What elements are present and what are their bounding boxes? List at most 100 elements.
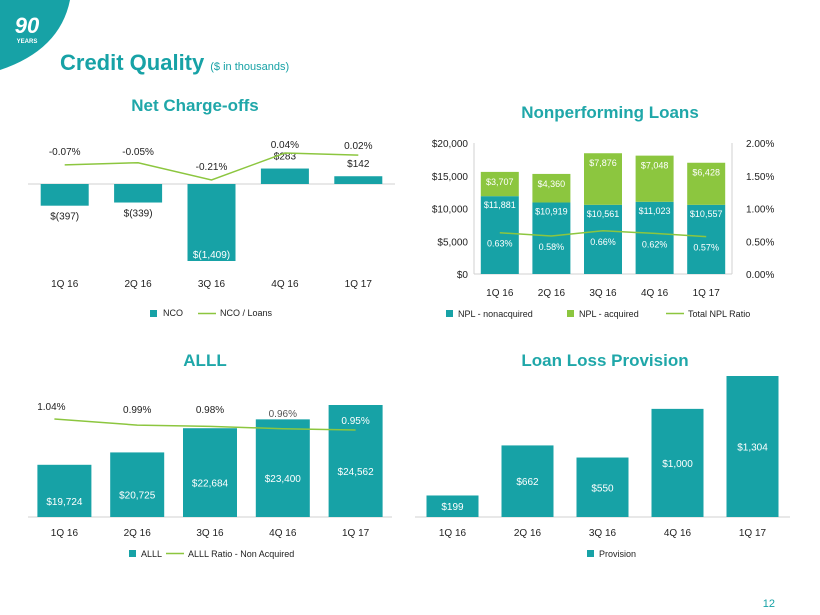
nco-bar (114, 184, 163, 203)
npl-acquired-label: $7,876 (589, 158, 617, 168)
nco-legend-nco-label: NCO (163, 308, 183, 318)
npl-x-tick: 3Q 16 (589, 288, 617, 299)
nco-bar (187, 184, 236, 261)
nco-x-tick: 1Q 16 (51, 279, 79, 290)
alll-legend-ratio-label: ALLL Ratio - Non Acquired (188, 549, 294, 559)
nco-bar (260, 168, 309, 184)
llp-bar-label: $199 (441, 502, 464, 513)
llp-bar (426, 495, 479, 517)
npl-y-tick: $15,000 (432, 172, 469, 183)
npl-bar-nonacquired (532, 202, 571, 274)
page-title-text: Credit Quality (60, 50, 205, 75)
npl-y2-tick: 0.50% (746, 237, 774, 248)
npl-legend-ratio-label: Total NPL Ratio (688, 309, 750, 319)
npl-y-tick: $5,000 (437, 237, 468, 248)
npl-x-tick: 2Q 16 (538, 288, 566, 299)
nco-x-tick: 4Q 16 (271, 279, 299, 290)
npl-bar-nonacquired (480, 196, 519, 274)
nco-bar (40, 184, 89, 206)
npl-y2-tick: 0.00% (746, 270, 774, 281)
anniversary-logo: 90 YEARS (0, 0, 70, 70)
page-subtitle: ($ in thousands) (210, 61, 290, 73)
alll-x-tick: 1Q 17 (342, 528, 370, 539)
alll-x-tick: 4Q 16 (269, 528, 297, 539)
nco-x-tick: 2Q 16 (124, 279, 152, 290)
page-title: Credit Quality ($ in thousands) (60, 50, 289, 76)
npl-y2-tick: 1.50% (746, 172, 774, 183)
alll-bar (110, 452, 165, 517)
nco-chart-title: Net Charge-offs (131, 96, 259, 115)
npl-legend-acquired-swatch (567, 310, 574, 317)
alll-x-tick: 3Q 16 (196, 528, 224, 539)
npl-y-tick: $10,000 (432, 205, 469, 216)
npl-acquired-label: $4,360 (538, 179, 566, 189)
nco-bar-label: $(397) (50, 212, 79, 223)
npl-bar-acquired (687, 162, 726, 205)
llp-chart-title: Loan Loss Provision (521, 351, 689, 370)
npl-legend-nonacquired-swatch (446, 310, 453, 317)
npl-acquired-label: $6,428 (692, 168, 720, 178)
llp-legend-swatch (587, 550, 594, 557)
logo-word: YEARS (17, 39, 38, 45)
llp-bar (726, 376, 779, 517)
llp-bar (651, 408, 704, 517)
npl-ratio-label: 0.66% (590, 237, 616, 247)
npl-ratio-label: 0.62% (642, 239, 668, 249)
npl-acquired-label: $3,707 (486, 177, 514, 187)
alll-ratio-label: 0.98% (196, 405, 224, 416)
llp-x-tick: 3Q 16 (589, 528, 617, 539)
npl-y2-tick: 1.00% (746, 205, 774, 216)
nco-x-tick: 1Q 17 (345, 279, 373, 290)
nco-ratio-label: 0.02% (344, 141, 372, 152)
npl-bar-acquired (635, 155, 674, 202)
npl-y-tick: $20,000 (432, 139, 469, 150)
nco-legend-ratio-label: NCO / Loans (220, 308, 273, 318)
nco-bar-label: $142 (347, 159, 370, 170)
llp-bar (576, 457, 629, 517)
npl-bar-nonacquired (584, 204, 622, 274)
llp-x-tick: 2Q 16 (514, 528, 542, 539)
npl-ratio-label: 0.58% (539, 242, 565, 252)
nco-ratio-label: 0.04% (271, 140, 299, 151)
alll-bar-label: $22,684 (192, 479, 229, 490)
page-number: 12 (762, 598, 775, 610)
npl-x-tick: 1Q 17 (693, 288, 721, 299)
alll-chart-title: ALLL (183, 351, 227, 370)
nco-ratio-label: -0.07% (49, 147, 81, 158)
alll-bar-label: $23,400 (265, 474, 302, 485)
logo-number: 90 (15, 13, 40, 38)
llp-x-tick: 1Q 16 (439, 528, 467, 539)
npl-y2-tick: 2.00% (746, 139, 774, 150)
alll-ratio-label: 0.95% (341, 416, 369, 427)
npl-ratio-label: 0.63% (487, 239, 513, 249)
npl-bar-nonacquired (635, 201, 674, 274)
npl-ratio-line (499, 230, 707, 238)
alll-ratio-line (54, 418, 356, 431)
nco-bar-label: $283 (274, 152, 297, 163)
llp-bar-label: $1,304 (737, 443, 768, 454)
nco-bar-label: $(1,409) (193, 250, 230, 261)
alll-bar (37, 464, 92, 517)
alll-x-tick: 2Q 16 (124, 528, 152, 539)
alll-ratio-label: 1.04% (37, 402, 65, 413)
npl-bar-acquired (584, 153, 622, 205)
nco-ratio-line (64, 152, 359, 181)
alll-legend-swatch (129, 550, 136, 557)
llp-bar-label: $550 (591, 483, 614, 494)
nco-ratio-label: -0.05% (122, 147, 154, 158)
npl-chart-title: Nonperforming Loans (521, 103, 699, 122)
alll-bar (255, 419, 310, 517)
alll-ratio-label: 0.99% (123, 405, 151, 416)
npl-ratio-label: 0.57% (693, 243, 719, 253)
alll-bar (328, 405, 383, 517)
npl-bar-acquired (532, 173, 571, 203)
npl-nonacquired-label: $11,881 (484, 200, 516, 210)
nco-ratio-label: -0.21% (196, 162, 228, 173)
logo-badge (0, 0, 70, 70)
llp-x-tick: 4Q 16 (664, 528, 692, 539)
npl-bar-nonacquired (687, 204, 726, 274)
alll-legend-label: ALLL (141, 549, 162, 559)
npl-nonacquired-label: $10,557 (690, 209, 723, 219)
npl-acquired-label: $7,048 (641, 161, 669, 171)
